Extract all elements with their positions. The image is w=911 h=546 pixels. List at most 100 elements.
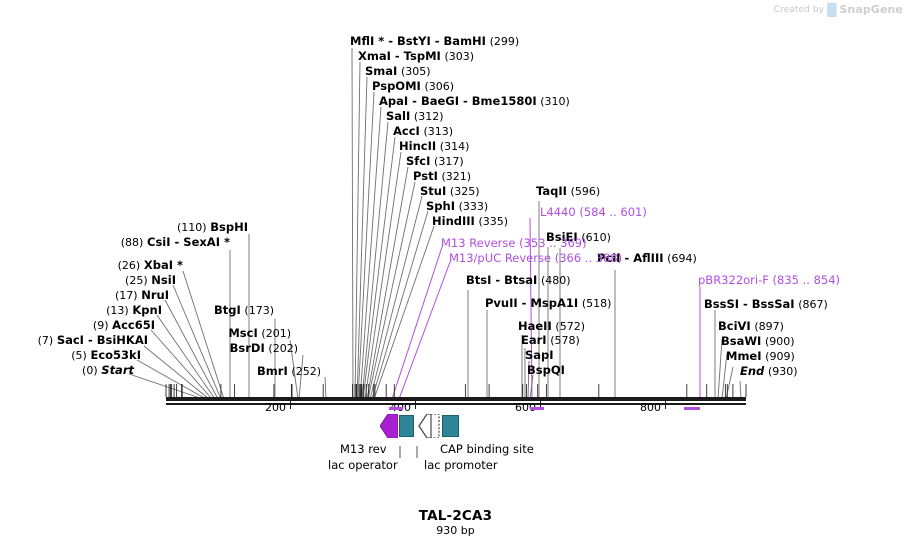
site-label[interactable]: PspOMI (306) — [372, 80, 454, 93]
enzyme-position: (252) — [291, 365, 321, 378]
snapgene-logo-icon: █ — [827, 2, 837, 17]
enzyme-position: (572) — [555, 320, 585, 333]
site-label[interactable]: (7) SacI - BsiHKAI — [38, 334, 148, 347]
enzyme-names: BmrI — [257, 364, 288, 378]
site-label[interactable]: End (930) — [740, 365, 798, 378]
primer-bar-m13-reverse — [389, 407, 403, 410]
enzyme-names: BtgI — [213, 303, 241, 317]
enzyme-names: HaeII — [518, 319, 552, 333]
enzyme-position: (305) — [400, 65, 431, 78]
snapgene-watermark: Created by █ SnapGene — [774, 3, 903, 16]
site-label[interactable]: TaqII (596) — [536, 185, 600, 198]
site-label[interactable]: BtgI (173) — [214, 304, 274, 317]
primer-label[interactable]: M13 Reverse (353 .. 369) — [441, 237, 587, 249]
site-label[interactable]: MscI (201) — [228, 327, 291, 340]
enzyme-position: (173) — [244, 304, 274, 317]
enzyme-names: HincII — [399, 139, 437, 153]
site-label[interactable]: (25) NsiI — [125, 274, 176, 287]
ruler-label: 800 — [640, 401, 661, 414]
enzyme-names: BsrDI — [229, 341, 265, 355]
site-label[interactable]: (110) BspHI — [177, 221, 248, 234]
ruler-tick — [415, 400, 416, 409]
site-label[interactable]: XmaI - TspMI (303) — [358, 50, 474, 63]
enzyme-position: (5) — [71, 349, 87, 362]
enzyme-position: (909) — [765, 350, 795, 363]
site-label[interactable]: BsrDI (202) — [230, 342, 298, 355]
enzyme-position: (13) — [106, 304, 129, 317]
site-label[interactable]: AccI (313) — [393, 125, 453, 138]
site-label[interactable]: SapI — [525, 349, 554, 361]
ruler-label: 200 — [265, 401, 286, 414]
enzyme-names: MmeI — [726, 349, 762, 363]
site-label[interactable]: BsiEI (610) — [546, 231, 611, 244]
feature-lac-operator[interactable] — [399, 415, 414, 437]
site-label[interactable]: PvuII - MspA1I (518) — [485, 297, 611, 310]
ruler-tick — [290, 400, 291, 409]
enzyme-position: (26) — [117, 259, 141, 272]
site-label[interactable]: BmrI (252) — [257, 365, 321, 378]
enzyme-names: PspOMI — [372, 79, 421, 93]
enzyme-names: AccI — [393, 124, 420, 138]
site-label[interactable]: BspQI — [527, 364, 565, 376]
enzyme-names: MflI * - BstYI - BamHI — [350, 34, 486, 48]
site-label[interactable]: MmeI (909) — [726, 350, 795, 363]
enzyme-position: (518) — [581, 297, 612, 310]
site-label[interactable]: SmaI (305) — [365, 65, 431, 78]
enzyme-position: (325) — [449, 185, 480, 198]
site-label[interactable]: (88) CsiI - SexAI * — [121, 236, 230, 249]
primer-label[interactable]: M13/pUC Reverse (366 .. 388) — [449, 252, 622, 264]
enzyme-position: (202) — [268, 342, 298, 355]
sequence-backbone — [166, 397, 746, 401]
enzyme-names: MscI — [228, 326, 258, 340]
feature-lac-promoter[interactable] — [418, 413, 440, 439]
site-label[interactable]: ApaI - BaeGI - Bme1580I (310) — [379, 95, 570, 108]
site-label[interactable]: StuI (325) — [420, 185, 480, 198]
enzyme-names: BtsI - BtsaI — [466, 273, 538, 287]
enzyme-names: BspHI — [210, 220, 248, 234]
site-label[interactable]: (9) Acc65I — [93, 319, 155, 332]
enzyme-names: BspQI — [527, 363, 565, 377]
enzyme-position: (201) — [261, 327, 291, 340]
site-label[interactable]: HincII (314) — [399, 140, 469, 153]
primer-range: (835 .. 854) — [772, 273, 841, 287]
enzyme-names: ApaI - BaeGI - Bme1580I — [379, 94, 537, 108]
site-label[interactable]: (13) KpnI — [106, 304, 162, 317]
enzyme-position: (314) — [439, 140, 470, 153]
enzyme-names: PciI - AflIII — [597, 251, 664, 265]
site-label[interactable]: PstI (321) — [413, 170, 471, 183]
site-label[interactable]: BtsI - BtsaI (480) — [466, 274, 571, 287]
feature-label-cap-binding-site: CAP binding site — [440, 442, 534, 456]
site-label[interactable]: SfcI (317) — [406, 155, 464, 168]
site-label[interactable]: (17) NruI — [115, 289, 169, 302]
site-label[interactable]: HaeII (572) — [518, 320, 585, 333]
enzyme-position: (312) — [413, 110, 444, 123]
enzyme-position: (897) — [754, 320, 784, 333]
site-label[interactable]: BciVI (897) — [718, 320, 784, 333]
primer-name: L4440 — [540, 205, 576, 219]
enzyme-names: PvuII - MspA1I — [485, 296, 579, 310]
enzyme-names: CsiI - SexAI * — [147, 235, 230, 249]
primer-label[interactable]: pBR322ori-F (835 .. 854) — [698, 274, 840, 286]
enzyme-position: (578) — [550, 334, 580, 347]
enzyme-names: SacI - BsiHKAI — [56, 333, 148, 347]
site-label[interactable]: MflI * - BstYI - BamHI (299) — [350, 35, 519, 48]
site-label[interactable]: (26) XbaI * — [118, 259, 183, 272]
site-label[interactable]: BssSI - BssSaI (867) — [704, 298, 828, 311]
site-label[interactable]: EarI (578) — [521, 334, 580, 347]
site-label[interactable]: PciI - AflIII (694) — [597, 252, 697, 265]
site-label[interactable]: BsaWI (900) — [721, 335, 795, 348]
site-label[interactable]: SalI (312) — [386, 110, 444, 123]
primer-range: (584 .. 601) — [579, 205, 647, 219]
feature-cap-binding-site[interactable] — [442, 415, 459, 437]
site-label[interactable]: (5) Eco53kI — [71, 349, 141, 362]
site-label[interactable]: (0) Start — [82, 364, 134, 377]
primer-label[interactable]: L4440 (584 .. 601) — [540, 206, 647, 218]
enzyme-position: (0) — [82, 364, 98, 377]
site-label[interactable]: SphI (333) — [426, 200, 488, 213]
sequence-backbone-shadow — [166, 403, 746, 405]
feature-m13-rev[interactable] — [379, 413, 399, 439]
enzyme-position: (694) — [667, 252, 697, 265]
ruler-tick — [665, 400, 666, 409]
site-label[interactable]: HindIII (335) — [432, 215, 508, 228]
